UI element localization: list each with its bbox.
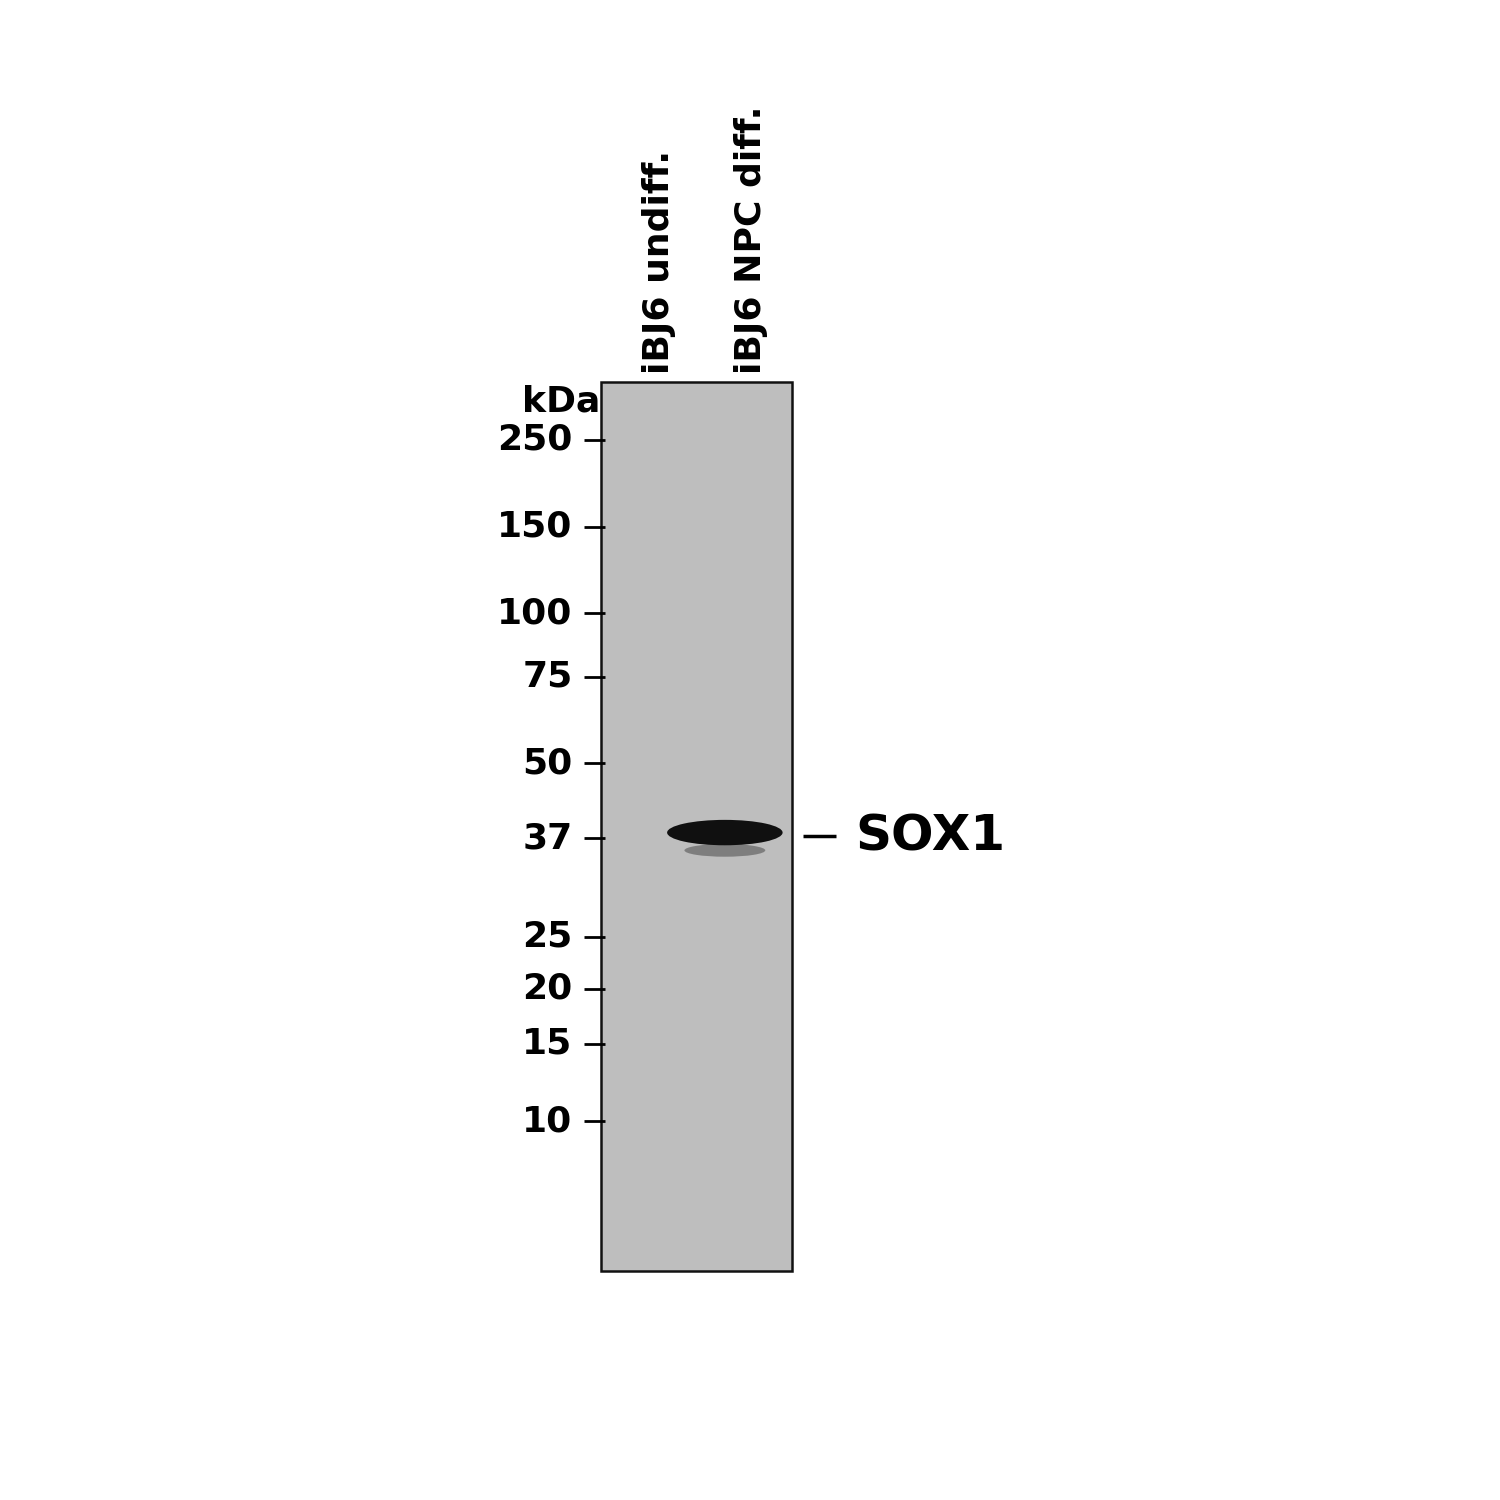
Text: 20: 20 xyxy=(522,972,573,1005)
Bar xyxy=(602,382,792,1272)
Text: SOX1: SOX1 xyxy=(855,812,1005,859)
Ellipse shape xyxy=(684,844,765,856)
Text: 250: 250 xyxy=(496,423,573,458)
Ellipse shape xyxy=(668,821,783,846)
Text: 150: 150 xyxy=(496,510,573,543)
Text: 25: 25 xyxy=(522,920,573,954)
Text: kDa: kDa xyxy=(522,386,600,418)
Text: iBJ6 undiff.: iBJ6 undiff. xyxy=(642,150,676,374)
Text: 10: 10 xyxy=(522,1104,573,1138)
Text: 50: 50 xyxy=(522,747,573,780)
Text: 100: 100 xyxy=(496,596,573,630)
Text: iBJ6 NPC diff.: iBJ6 NPC diff. xyxy=(735,105,768,374)
Text: 37: 37 xyxy=(522,822,573,855)
Text: 15: 15 xyxy=(522,1028,573,1060)
Text: 75: 75 xyxy=(522,660,573,693)
